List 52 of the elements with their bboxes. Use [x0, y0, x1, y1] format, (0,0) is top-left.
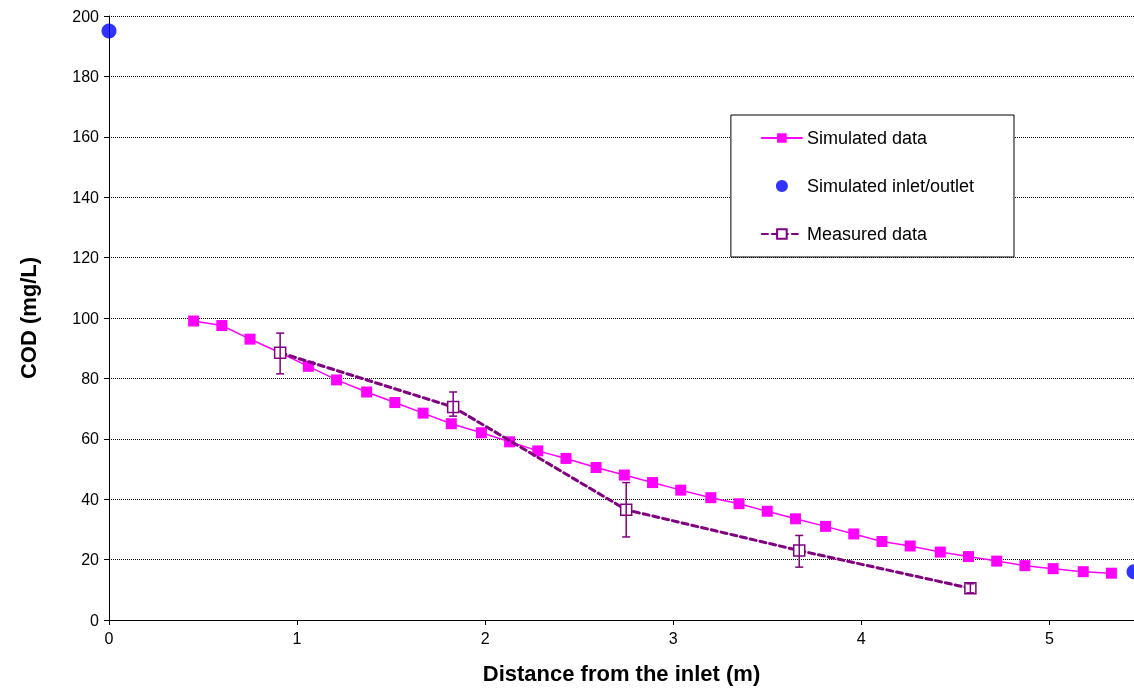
point [618, 469, 630, 481]
point [389, 397, 401, 409]
point [532, 445, 544, 457]
point [475, 427, 487, 439]
legend-label: Measured data [806, 224, 928, 244]
x-axis-title: Distance from the inlet (m) [482, 660, 761, 686]
point [789, 513, 801, 525]
point [876, 535, 888, 547]
point [904, 540, 916, 552]
y-tick-label: 200 [72, 7, 100, 25]
point [361, 386, 373, 398]
point [991, 555, 1003, 567]
point [445, 418, 457, 430]
legend-label: Simulated inlet/outlet [806, 176, 975, 196]
point [216, 320, 228, 332]
y-tick-label: 120 [72, 249, 100, 267]
point [1019, 560, 1031, 572]
point [848, 528, 860, 540]
x-tick-label: 0 [104, 629, 114, 647]
point [675, 484, 687, 496]
x-tick-label: 3 [668, 629, 678, 647]
y-tick-label: 60 [81, 430, 100, 448]
point [188, 315, 200, 327]
point [733, 498, 745, 510]
point [934, 546, 946, 558]
y-tick-label: 100 [72, 309, 100, 327]
y-tick-label: 160 [72, 128, 100, 146]
y-tick-label: 140 [72, 188, 100, 206]
y-tick-label: 0 [90, 611, 100, 629]
point [244, 333, 256, 345]
point [331, 374, 343, 386]
point [1077, 566, 1089, 578]
point [963, 551, 974, 563]
point [1105, 567, 1117, 579]
legend-label: Simulated data [806, 128, 928, 148]
y-axis-title: COD (mg/L) [15, 256, 41, 380]
point [705, 492, 717, 504]
point [820, 520, 832, 532]
y-tick-label: 180 [72, 67, 100, 85]
point [761, 505, 773, 517]
x-tick-label: 4 [856, 629, 866, 647]
y-tick-label: 80 [81, 369, 100, 387]
y-tick-label: 40 [81, 490, 100, 508]
x-tick-label: 2 [480, 629, 490, 647]
point [647, 477, 659, 489]
point [590, 461, 602, 473]
point [417, 407, 429, 419]
y-tick-label: 20 [81, 551, 100, 569]
point [560, 452, 572, 464]
x-tick-label: 5 [1044, 629, 1054, 647]
point [1047, 563, 1059, 575]
x-tick-label: 1 [292, 629, 302, 647]
